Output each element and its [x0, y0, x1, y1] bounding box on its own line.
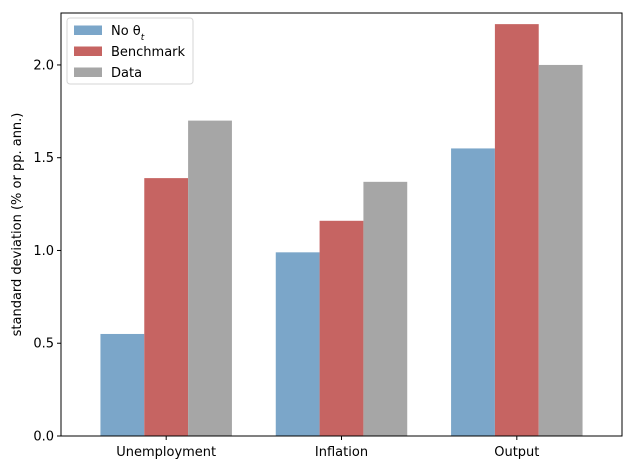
bar-inflation-series-3	[363, 181, 408, 436]
legend-swatch	[74, 46, 102, 56]
bar-unemployment-series-3	[188, 120, 232, 437]
bar-output-series-3	[538, 64, 583, 437]
legend-label: Data	[111, 66, 142, 81]
y-tick-label: 1.0	[33, 244, 54, 259]
x-tick-label: Output	[494, 445, 539, 460]
bar-inflation-series-2	[319, 220, 364, 436]
legend-label: Benchmark	[111, 45, 186, 60]
legend-swatch	[74, 25, 102, 35]
x-tick-label: Inflation	[315, 445, 368, 460]
y-tick-label: 0.5	[33, 337, 54, 352]
y-tick-label: 1.5	[33, 151, 54, 166]
legend-label: No θt	[111, 24, 145, 43]
bar-output-series-2	[494, 24, 539, 436]
legend-swatch	[74, 67, 102, 77]
bars-group	[100, 24, 583, 437]
y-tick-label: 0.0	[33, 430, 54, 445]
y-axis-label: standard deviation (% or pp. ann.)	[10, 113, 25, 337]
bar-unemployment-series-1	[100, 333, 145, 436]
x-tick-label: Unemployment	[116, 445, 216, 460]
x-axis: Unemployment Inflation Output	[116, 436, 539, 460]
legend: No θt Benchmark Data	[66, 17, 194, 85]
bar-inflation-series-1	[275, 252, 320, 436]
y-axis: 0.0 0.5 1.0 1.5 2.0	[33, 58, 61, 445]
y-tick-label: 2.0	[33, 58, 54, 73]
bar-unemployment-series-2	[144, 178, 189, 437]
bar-output-series-1	[451, 148, 495, 436]
